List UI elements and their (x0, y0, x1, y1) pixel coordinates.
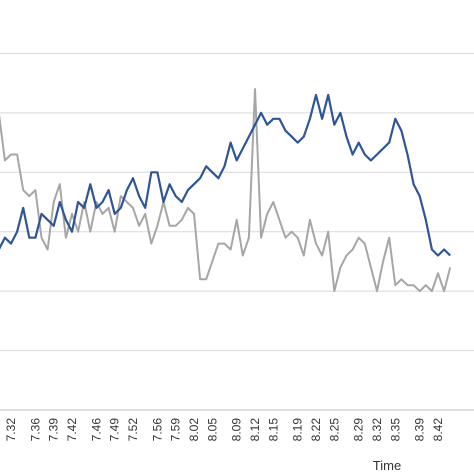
x-tick-label: 8.05 (205, 418, 219, 442)
x-tick-label: 8.42 (431, 418, 445, 442)
x-tick-label: 8.09 (230, 418, 244, 442)
x-tick-label: 8.25 (327, 418, 341, 442)
x-tick-label: 7.46 (89, 418, 103, 442)
x-tick-label: 7.49 (108, 418, 122, 442)
x-tick-label: 8.12 (248, 418, 262, 442)
series-lines (0, 88, 452, 293)
gridlines (0, 52, 474, 411)
x-tick-label: 7.42 (65, 418, 79, 442)
x-tick-label: 8.35 (388, 418, 402, 442)
series-line-2 (0, 88, 452, 293)
x-tick-label: 8.02 (187, 418, 201, 442)
x-tick-label: 7.52 (126, 418, 140, 442)
x-tick-labels: 7.32 7.36 7.39 7.42 7.46 7.49 7.52 7.56 7.59 8.02… (4, 418, 445, 442)
x-tick-label: 8.19 (291, 418, 305, 442)
series-line-1 (0, 93, 451, 257)
x-tick-label: 8.39 (413, 418, 427, 442)
x-axis-title: Time (373, 458, 401, 473)
x-tick-label: 7.36 (28, 418, 42, 442)
x-tick-label: 8.32 (370, 418, 384, 442)
x-tick-label: 7.32 (4, 418, 18, 442)
x-tick-label: 7.56 (150, 418, 164, 442)
x-tick-label: 7.59 (169, 418, 183, 442)
x-tick-label: 8.29 (352, 418, 366, 442)
x-tick-label: 7.39 (47, 418, 61, 442)
x-tick-label: 8.22 (309, 418, 323, 442)
x-tick-label: 8.15 (266, 418, 280, 442)
